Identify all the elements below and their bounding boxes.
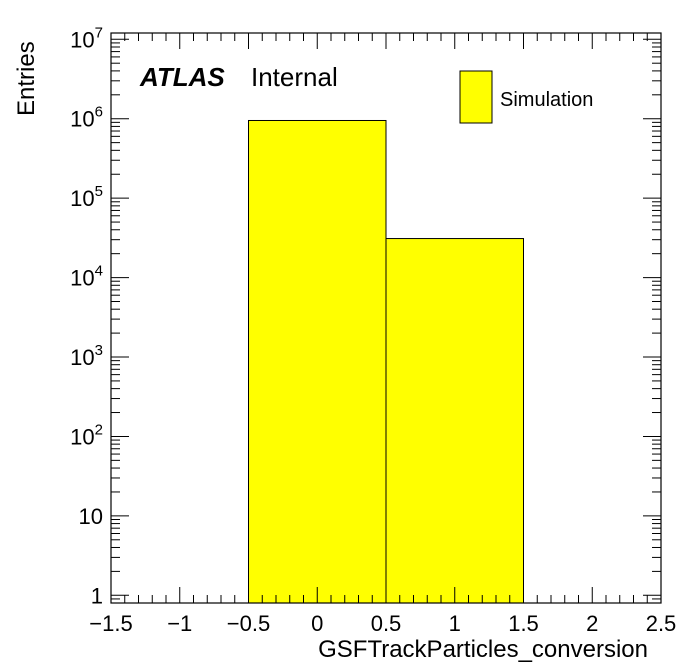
x-axis-title: GSFTrackParticles_conversion xyxy=(318,636,648,663)
atlas-label: ATLAS xyxy=(139,62,225,92)
x-tick-label: 1.5 xyxy=(508,611,539,636)
y-tick-label: 10 xyxy=(79,504,103,529)
legend-swatch-simulation xyxy=(459,70,493,124)
y-tick-label-exponent: 6 xyxy=(95,104,103,121)
y-tick-label-exponent: 4 xyxy=(95,263,103,280)
y-tick-label: 102 xyxy=(70,421,103,449)
x-tick-label: −1 xyxy=(167,611,192,636)
y-tick-label: 103 xyxy=(70,342,103,370)
x-tick-label: −1.5 xyxy=(89,611,132,636)
y-tick-label: 107 xyxy=(70,24,103,52)
x-tick-label: 2 xyxy=(586,611,598,636)
y-axis-title: Entries xyxy=(13,41,40,116)
legend-label-simulation: Simulation xyxy=(500,89,593,111)
y-tick-label-base: 10 xyxy=(70,266,94,291)
x-tick-label: 1 xyxy=(449,611,461,636)
y-tick-label-exponent: 5 xyxy=(95,183,103,200)
y-tick-label-base: 1 xyxy=(91,583,103,608)
x-axis-tick-labels: −1.5 −1 −0.5 0 0.5 1 1.5 2 2.5 xyxy=(89,611,676,636)
y-tick-label-base: 10 xyxy=(70,107,94,132)
y-tick-label-base: 10 xyxy=(70,345,94,370)
legend: Simulation xyxy=(459,70,593,124)
y-tick-label: 106 xyxy=(70,104,103,132)
y-tick-label-exponent: 7 xyxy=(95,24,103,41)
y-tick-label: 1 xyxy=(91,583,103,608)
internal-label: Internal xyxy=(251,62,338,92)
y-tick-label-exponent: 2 xyxy=(95,421,103,438)
x-tick-label: 0 xyxy=(311,611,323,636)
y-tick-label: 105 xyxy=(70,183,103,211)
x-tick-label: 2.5 xyxy=(646,611,677,636)
histogram-bars xyxy=(248,119,524,604)
y-tick-label-base: 10 xyxy=(70,186,94,211)
y-tick-label: 104 xyxy=(70,263,103,291)
y-tick-label-base: 10 xyxy=(70,424,94,449)
y-axis-ticks xyxy=(111,38,661,604)
x-tick-label: 0.5 xyxy=(371,611,402,636)
histogram-bin-1 xyxy=(385,238,524,604)
y-tick-label-base: 10 xyxy=(70,27,94,52)
histogram-bin-0 xyxy=(248,119,387,604)
y-tick-label-exponent: 3 xyxy=(95,342,103,359)
x-tick-label: −0.5 xyxy=(227,611,270,636)
y-tick-label-base: 10 xyxy=(79,504,103,529)
